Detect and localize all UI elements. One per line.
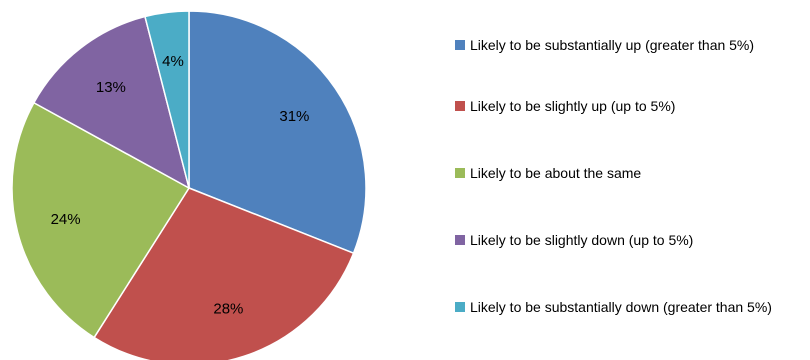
legend-label: Likely to be slightly down (up to 5%) bbox=[470, 232, 694, 248]
pie-slice-2 bbox=[93, 187, 355, 360]
pie-value-labels: 31% 28% 24% 13% 4% bbox=[51, 53, 310, 318]
pie-value-label-2: 28% bbox=[213, 301, 243, 318]
pie-value-label-3: 24% bbox=[51, 211, 81, 228]
pie-value-label-4: 13% bbox=[96, 79, 126, 96]
pie-slice-1 bbox=[188, 10, 367, 254]
pie-slice-5 bbox=[144, 10, 190, 189]
legend-swatch bbox=[455, 101, 465, 111]
legend-label: Likely to be slightly up (up to 5%) bbox=[470, 98, 676, 114]
legend-item-2: Likely to be slightly up (up to 5%) bbox=[455, 97, 807, 116]
legend-item-5: Likely to be substantially down (greater… bbox=[455, 298, 807, 317]
legend-swatch bbox=[455, 235, 465, 245]
pie-value-label-5: 4% bbox=[162, 53, 184, 70]
pie-plot-area: 31% 28% 24% 13% 4% bbox=[11, 10, 367, 360]
legend-swatch bbox=[455, 40, 465, 50]
legend-item-1: Likely to be substantially up (greater t… bbox=[455, 36, 807, 55]
pie-value-label-1: 31% bbox=[279, 108, 309, 125]
legend-label: Likely to be about the same bbox=[470, 165, 642, 181]
pie-slice-3 bbox=[11, 101, 190, 339]
legend-item-4: Likely to be slightly down (up to 5%) bbox=[455, 231, 807, 250]
legend-label: Likely to be substantially up (greater t… bbox=[470, 37, 755, 53]
pie-slice-4 bbox=[33, 15, 190, 189]
legend-label: Likely to be substantially down (greater… bbox=[470, 299, 772, 315]
pie-slices bbox=[11, 10, 367, 360]
legend-item-3: Likely to be about the same bbox=[455, 164, 807, 183]
legend-swatch bbox=[455, 168, 465, 178]
legend-swatch bbox=[455, 302, 465, 312]
